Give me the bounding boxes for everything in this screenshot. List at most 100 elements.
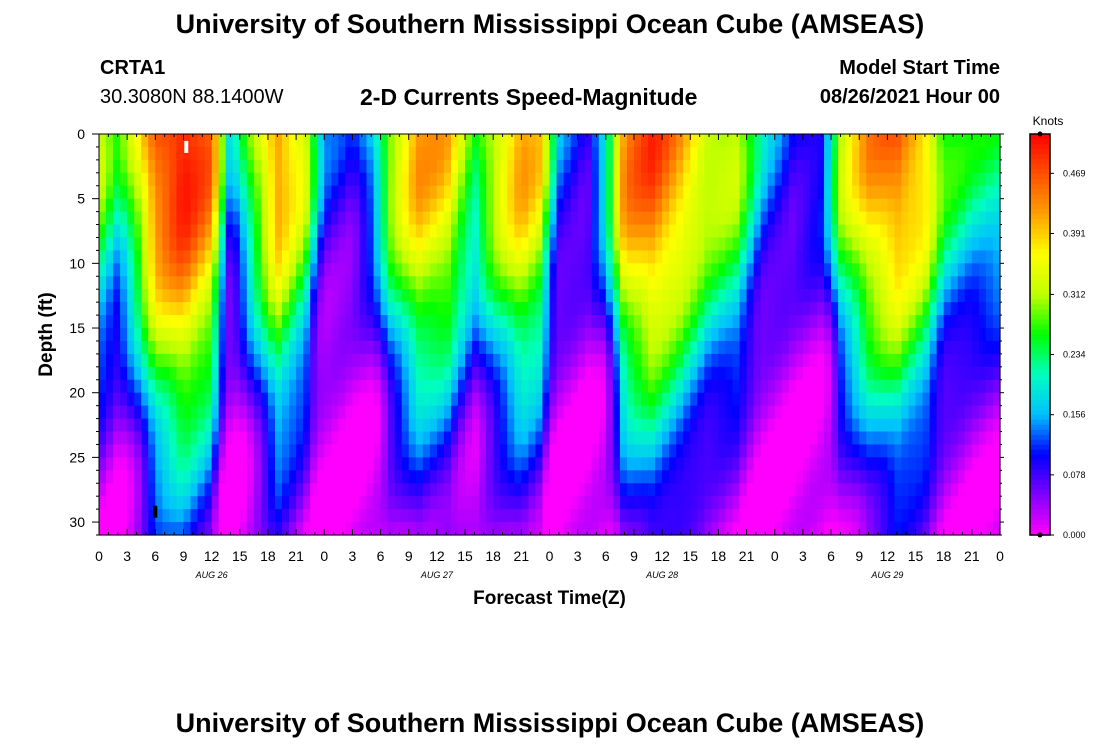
heatmap-cell <box>873 392 881 407</box>
heatmap-cell <box>950 250 959 264</box>
heatmap-cell <box>366 172 375 187</box>
heatmap-cell <box>415 509 424 523</box>
heatmap-cell <box>134 379 142 394</box>
colorbar-swatch <box>1030 229 1050 235</box>
heatmap-cell <box>901 392 910 407</box>
heatmap-cell <box>943 457 952 471</box>
heatmap-cell <box>457 237 466 252</box>
heatmap-cell <box>697 315 705 329</box>
heatmap-cell <box>429 134 438 148</box>
heatmap-cell <box>141 392 149 407</box>
heatmap-cell <box>225 224 234 239</box>
heatmap-cell <box>507 315 515 329</box>
heatmap-cell <box>169 405 178 420</box>
heatmap-cell <box>436 457 445 471</box>
heatmap-cell <box>197 392 206 407</box>
heatmap-cell <box>394 172 403 187</box>
heatmap-cell <box>141 263 149 277</box>
heatmap-cell <box>443 224 452 239</box>
heatmap-cell <box>486 405 494 420</box>
heatmap-cell <box>908 159 917 174</box>
heatmap-cell <box>190 237 199 252</box>
heatmap-cell <box>274 457 283 471</box>
heatmap-cell <box>359 146 368 161</box>
heatmap-cell <box>486 289 494 303</box>
colorbar-swatch <box>1030 279 1050 285</box>
heatmap-cell <box>795 444 804 458</box>
heatmap-cell <box>655 483 663 497</box>
heatmap-cell <box>662 237 670 252</box>
heatmap-cell <box>971 315 980 329</box>
heatmap-cell <box>155 405 163 420</box>
heatmap-cell <box>838 276 846 290</box>
heatmap-cell <box>732 379 741 394</box>
heatmap-cell <box>985 457 994 471</box>
heatmap-cell <box>359 198 368 213</box>
heatmap-cell <box>253 289 262 303</box>
heatmap-cell <box>176 328 185 342</box>
heatmap-cell <box>197 431 206 446</box>
heatmap-cell <box>197 315 206 329</box>
heatmap-cell <box>648 444 656 458</box>
heatmap-cell <box>950 198 959 213</box>
heatmap-cell <box>992 263 1001 277</box>
heatmap-cell <box>866 496 874 510</box>
heatmap-cell <box>936 302 945 316</box>
heatmap-cell <box>472 302 480 316</box>
heatmap-cell <box>971 211 980 226</box>
heatmap-cell <box>267 366 276 381</box>
heatmap-cell <box>246 457 255 471</box>
heatmap-cell <box>950 211 959 226</box>
heatmap-cell <box>697 353 705 368</box>
heatmap-cell <box>697 302 705 316</box>
heatmap-cell <box>380 366 389 381</box>
heatmap-cell <box>915 353 924 368</box>
heatmap-cell <box>619 483 628 497</box>
heatmap-cell <box>500 509 508 523</box>
heatmap-cell <box>598 366 607 381</box>
heatmap-cell <box>514 509 522 523</box>
heatmap-cell <box>978 172 987 187</box>
heatmap-cell <box>465 431 473 446</box>
heatmap-cell <box>99 276 107 290</box>
heatmap-cell <box>401 302 410 316</box>
heatmap-cell <box>908 431 917 446</box>
heatmap-cell <box>106 444 114 458</box>
heatmap-cell <box>282 302 290 316</box>
heatmap-cell <box>169 198 178 213</box>
heatmap-cell <box>669 418 677 433</box>
heatmap-cell <box>866 276 874 290</box>
heatmap-cell <box>605 237 614 252</box>
heatmap-cell <box>873 146 881 161</box>
heatmap-cell <box>401 483 410 497</box>
heatmap-cell <box>493 457 501 471</box>
heatmap-cell <box>296 444 304 458</box>
heatmap-cell <box>655 237 663 252</box>
heatmap-cell <box>894 276 903 290</box>
heatmap-cell <box>141 431 149 446</box>
heatmap-cell <box>760 211 769 226</box>
heatmap-cell <box>633 302 642 316</box>
colorbar-swatch <box>1030 384 1050 391</box>
heatmap-cell <box>352 237 361 252</box>
heatmap-cell <box>985 444 994 458</box>
heatmap-cell <box>549 353 558 368</box>
heatmap-cell <box>753 211 762 226</box>
heatmap-cell <box>605 276 614 290</box>
heatmap-cell <box>662 340 670 355</box>
heatmap-cell <box>838 185 846 200</box>
heatmap-cell <box>422 483 431 497</box>
heatmap-cell <box>746 276 755 290</box>
heatmap-cell <box>324 263 332 277</box>
heatmap-cell <box>669 185 677 200</box>
heatmap-cell <box>626 134 635 148</box>
heatmap-cell <box>556 353 565 368</box>
heatmap-cell <box>267 470 276 484</box>
heatmap-cell <box>282 431 290 446</box>
heatmap-cell <box>866 302 874 316</box>
heatmap-cell <box>352 444 361 458</box>
heatmap-cell <box>971 340 980 355</box>
heatmap-cell <box>683 470 691 484</box>
heatmap-cell <box>394 185 403 200</box>
heatmap-cell <box>971 366 980 381</box>
